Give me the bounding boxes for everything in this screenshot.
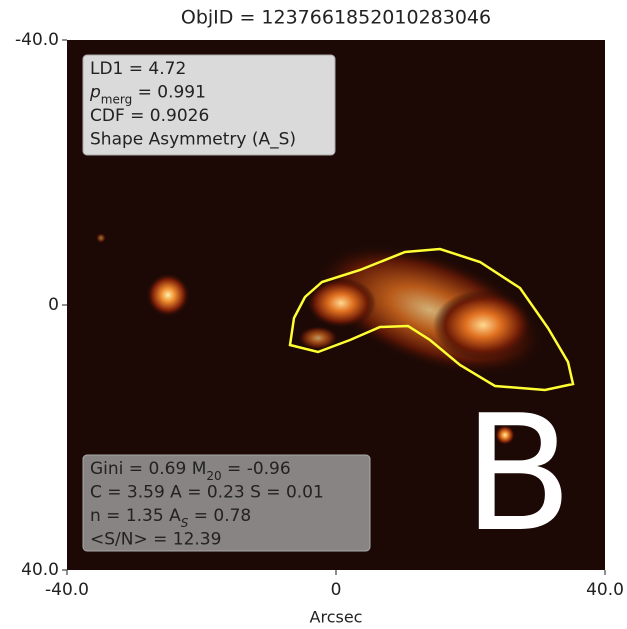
chart: ObjID = 1237661852010283046 Arcsec B -40… <box>0 0 627 629</box>
y-tick-label: -40.0 <box>15 30 59 50</box>
y-tick-label: 40.0 <box>21 560 59 580</box>
galaxy-core <box>433 290 533 360</box>
annotation-text: C = 3.59 A = 0.23 S = 0.01 <box>90 483 324 503</box>
annotation-text: Shape Asymmetry (A_S) <box>90 130 296 150</box>
annotation-segment: = 0.78 <box>188 506 251 526</box>
annotation-segment: C = 3.59 A = 0.23 S = 0.01 <box>90 483 324 503</box>
annotation-segment: Gini = 0.69 M <box>90 459 206 479</box>
annotation-text: LD1 = 4.72 <box>90 59 186 79</box>
annotation-segment: LD1 = 4.72 <box>90 59 186 79</box>
x-tick-label: 40.0 <box>586 580 624 600</box>
star <box>96 233 106 243</box>
x-tick-label: -40.0 <box>45 580 89 600</box>
annotation-segment: <S/N> = 12.39 <box>90 530 221 550</box>
annotation-segment: n = 1.35 A <box>90 506 181 526</box>
annotation-segment: = 0.991 <box>132 83 206 103</box>
chart-title: ObjID = 1237661852010283046 <box>181 7 491 29</box>
annotation-text: Gini = 0.69 M20 = -0.96 <box>90 459 291 483</box>
star <box>146 273 190 317</box>
annotation-segment: 20 <box>206 469 221 483</box>
annotation-segment: p <box>89 83 101 103</box>
annotation-segment: CDF = 0.9026 <box>90 106 209 126</box>
annotation-text: n = 1.35 AS = 0.78 <box>90 506 251 530</box>
x-tick-label: 0 <box>331 580 342 600</box>
annotation-text: <S/N> = 12.39 <box>90 530 221 550</box>
annotation-segment: = -0.96 <box>222 459 291 479</box>
annotation-text: CDF = 0.9026 <box>90 106 209 126</box>
y-tick-label: 0 <box>48 295 59 315</box>
annotation-segment: merg <box>101 92 132 106</box>
annotation-segment: Shape Asymmetry (A_S) <box>90 130 296 150</box>
panel-label: B <box>463 380 573 567</box>
x-axis-label: Arcsec <box>310 608 363 627</box>
